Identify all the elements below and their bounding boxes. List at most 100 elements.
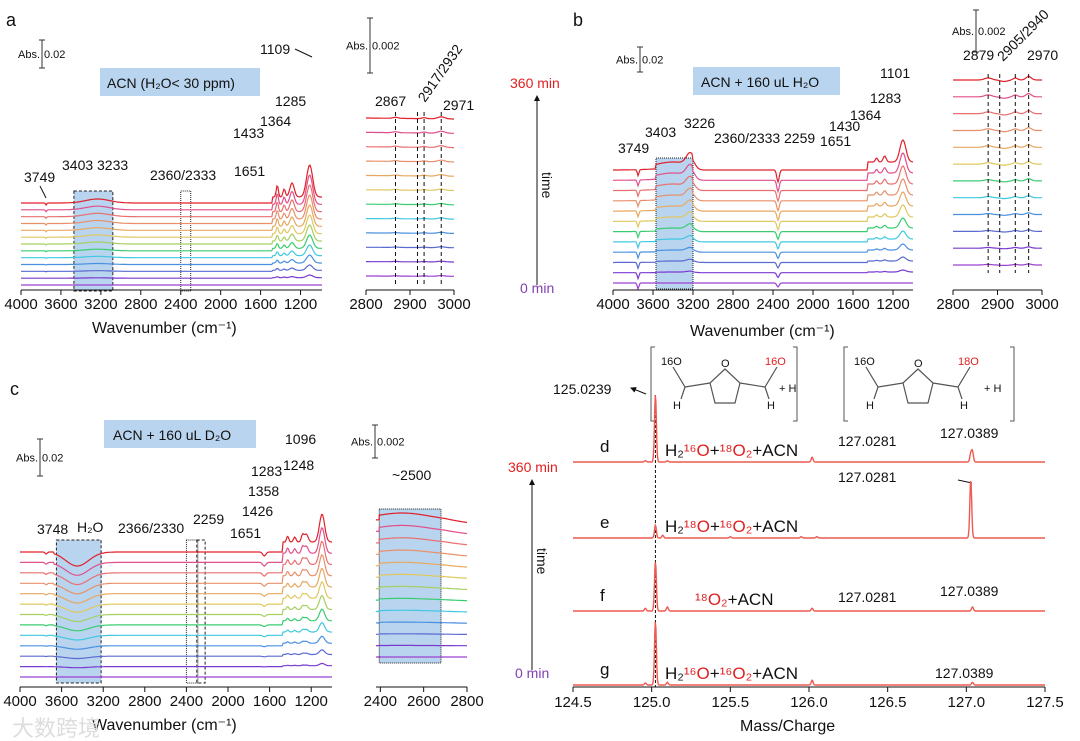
- x-tick-label: 3200: [676, 296, 709, 313]
- x-tick-label: 1200: [295, 693, 328, 710]
- atom-o2: 18O: [958, 356, 979, 368]
- spectrum-trace: [375, 549, 467, 557]
- mz-label-125: 125.0239: [553, 381, 612, 397]
- peak-label: 3749: [618, 140, 649, 156]
- spectrum-trace: [366, 217, 454, 220]
- x-tick-label: 1600: [253, 693, 286, 710]
- x-tick-label: 2800: [124, 296, 157, 313]
- spectrum-trace: [21, 274, 322, 279]
- peak-label: 2917/2932: [414, 41, 465, 105]
- label-part: +: [710, 664, 720, 683]
- xlabel-b: Wavenumber (cm⁻¹): [690, 323, 835, 340]
- ms-trace-e: [573, 481, 1045, 539]
- peak-label: 1651: [234, 163, 265, 179]
- watermark: 大数跨境: [12, 716, 100, 741]
- label-part: +ACN: [752, 517, 798, 536]
- spectrum-trace: [613, 165, 914, 204]
- annotations-c: 3748 H₂O 2366/2330 2259 1651 1426 1358 1…: [37, 431, 432, 541]
- label-part: ¹⁸O₂: [720, 441, 753, 460]
- x-tick-label: 2900: [393, 296, 426, 313]
- peak-label: 1430: [829, 118, 860, 134]
- peak-label: 1109: [260, 41, 290, 57]
- spectra-c-main: 4000 3600 3200 2800 2400 2000 1600 1200: [3, 513, 333, 710]
- spectrum-trace: [376, 524, 468, 535]
- x-tick-label: 125.5: [712, 694, 750, 711]
- scale-bar-abs-label: Abs.: [346, 41, 368, 53]
- x-tick-label: 1200: [876, 296, 909, 313]
- spectrum-trace: [376, 537, 467, 546]
- time-top-a: 360 min: [510, 75, 560, 91]
- spectrum-trace: [20, 540, 333, 586]
- peak-label: 3233: [97, 157, 128, 173]
- x-tick-label: 3200: [87, 693, 120, 710]
- peak-label: 1364: [260, 113, 291, 129]
- peak-arrow: [294, 48, 313, 58]
- ms-series-letter: d: [600, 437, 609, 456]
- spectrum-trace: [953, 229, 1042, 233]
- mz-label-127a-d: 127.0281: [838, 433, 897, 449]
- spectrum-trace: [376, 585, 467, 591]
- annotations-a: 3749 3403 3233 2360/2333 1651 1433 1364 …: [24, 41, 474, 199]
- atom-o2: 16O: [765, 356, 786, 368]
- label-part: ¹⁶O: [684, 664, 710, 683]
- scale-bar-abs-label: Abs.: [616, 55, 638, 67]
- ms-series-letter: e: [600, 513, 609, 532]
- highlight-box: [655, 157, 694, 290]
- label-part: +ACN: [752, 664, 798, 683]
- mz-label-127b-f: 127.0389: [940, 583, 999, 599]
- x-tick-label: 1200: [284, 296, 317, 313]
- plus-h: + H: [984, 383, 1001, 395]
- spectrum-trace: [376, 561, 468, 568]
- peak-label: 2259: [784, 130, 815, 146]
- time-label-ms: time: [534, 548, 550, 575]
- x-tick-label: 4000: [3, 693, 36, 710]
- x-tick-label: 126.5: [869, 694, 907, 711]
- xlabel-c: Wavenumber (cm⁻¹): [92, 717, 237, 734]
- title-b: ACN + 160 uL H₂O: [701, 74, 819, 90]
- spectrum-trace: [613, 230, 914, 251]
- spectrum-trace: [953, 195, 1042, 200]
- mz-arrow: [630, 387, 647, 395]
- panel-label-c: c: [10, 379, 19, 399]
- spectra-b-main: 4000 3600 3200 2800 2400 2000 1600 1200: [596, 139, 914, 313]
- atom-o1: 16O: [661, 356, 682, 368]
- title-a: ACN (H₂O< 30 ppm): [107, 75, 235, 91]
- spectrum-trace: [366, 202, 454, 206]
- spectrum-trace: [21, 194, 322, 226]
- spectrum-trace: [953, 212, 1042, 216]
- spectrum-trace: [953, 75, 1042, 83]
- spectrum-trace: [20, 662, 332, 669]
- ms-series-letter: f: [600, 586, 605, 605]
- spectrum-trace: [366, 116, 454, 120]
- peak-label: 2259: [193, 511, 224, 527]
- ms-trace-f: [573, 562, 1045, 612]
- chart-marks: 4000 3600 3200 2800 2400 2000 1600 1200 2800 2900…: [3, 9, 1064, 711]
- bracket: [650, 346, 798, 422]
- peak-label: 2366/2330: [118, 520, 184, 536]
- spectrum-trace: [613, 269, 913, 281]
- peak-label: 1433: [233, 125, 264, 141]
- spectrum-trace: [613, 243, 914, 260]
- spectrum-trace: [953, 144, 1042, 149]
- spectrum-trace: [366, 246, 454, 249]
- x-tick-label: 3600: [45, 693, 78, 710]
- spectrum-trace: [20, 581, 332, 613]
- mz-label-127a-e: 127.0281: [838, 469, 897, 485]
- highlight-box: [180, 190, 192, 292]
- peak-label: 3403: [645, 124, 676, 140]
- spectrum-trace: [20, 595, 332, 623]
- x-tick-label: 2000: [204, 296, 237, 313]
- spectrum-trace: [21, 244, 322, 259]
- ms-series-label: H₂¹⁶O+¹⁸O₂+ACN: [665, 441, 798, 460]
- spectrum-trace: [366, 145, 454, 149]
- spectrum-trace: [20, 635, 332, 650]
- spectrum-trace: [21, 254, 322, 266]
- spectrum-trace: [366, 188, 454, 192]
- scale-bar-abs-label: Abs.: [18, 49, 40, 61]
- spectrum-trace: [20, 554, 332, 595]
- label-part: H₂: [665, 517, 684, 536]
- spectra-b-inset: 2800 2900 3000: [936, 74, 1059, 313]
- peak-label: 1651: [230, 525, 261, 541]
- peak-label: 1364: [850, 107, 881, 123]
- mz-label-127b-g: 127.0389: [935, 665, 994, 681]
